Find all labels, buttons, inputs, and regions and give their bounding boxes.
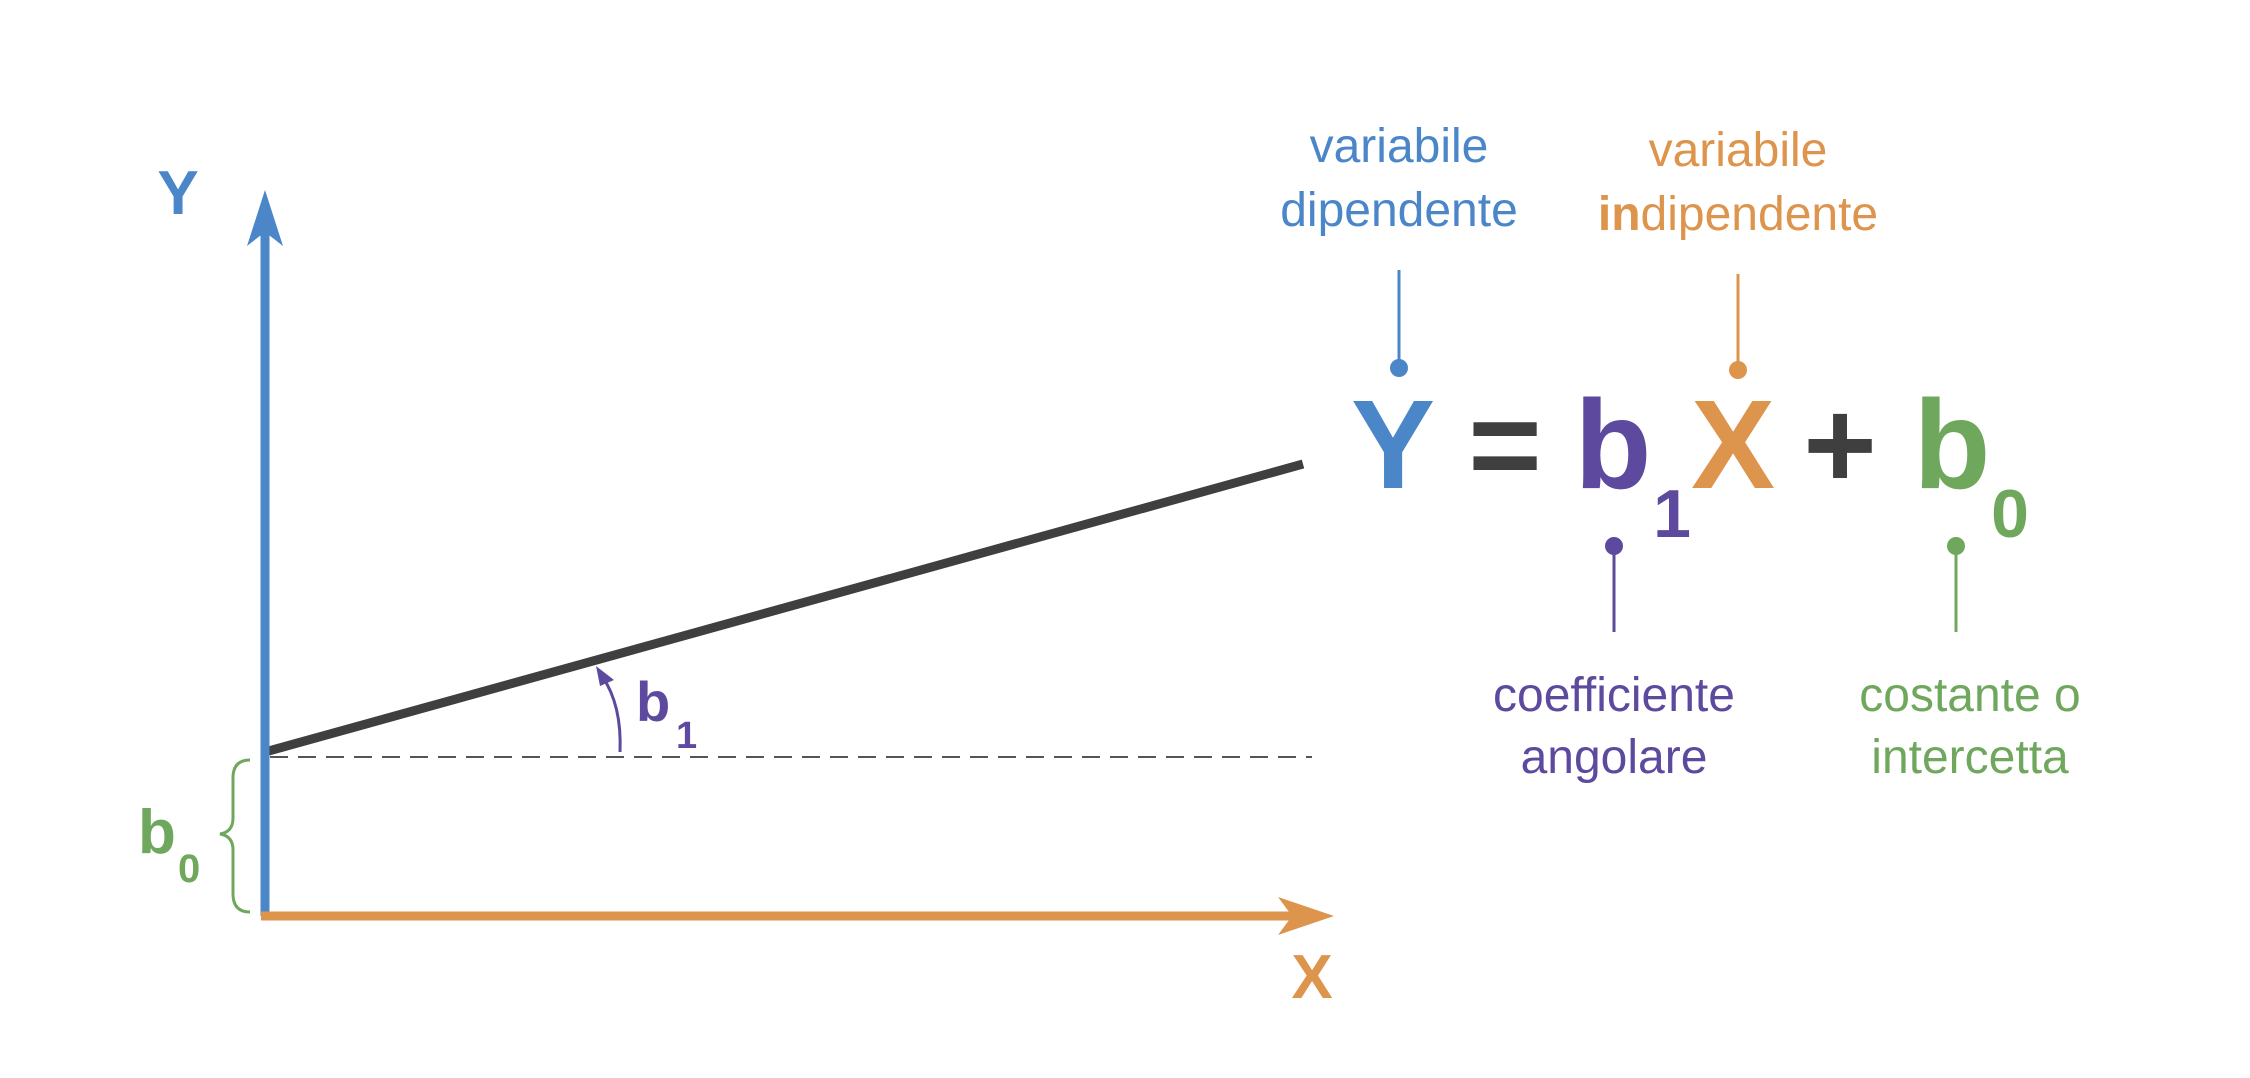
equation-slope-subscript: 1 — [1653, 476, 1691, 552]
intercept-label-line1: costante o — [1859, 669, 2080, 722]
graph-intercept-label: b — [138, 798, 176, 867]
equation-slope-b: b — [1575, 374, 1652, 515]
graph-intercept-subscript: 0 — [178, 847, 200, 891]
regression-line — [265, 464, 1303, 752]
dependent-leader-dot — [1390, 359, 1408, 377]
independent-label-line1: variabile — [1649, 124, 1828, 177]
intercept-brace — [220, 760, 250, 912]
intercept-label-line2: intercetta — [1871, 731, 2069, 784]
equation-intercept-b: b — [1914, 374, 1991, 515]
slope-angle-arc — [602, 676, 620, 752]
equation-x: X — [1691, 374, 1775, 515]
x-axis-label: X — [1291, 943, 1332, 1012]
independent-rest: dipendente — [1641, 188, 1879, 241]
dependent-label-line1: variabile — [1310, 120, 1489, 173]
y-axis-label: Y — [157, 159, 198, 228]
equation-equals: = — [1468, 374, 1542, 515]
independent-leader-dot — [1729, 361, 1747, 379]
independent-label-line2: indipendente — [1598, 188, 1878, 241]
equation-intercept-subscript: 0 — [1991, 476, 2029, 552]
graph-slope-label: b — [636, 670, 670, 733]
equation-plus: + — [1803, 374, 1877, 515]
dependent-label-line2: dipendente — [1280, 184, 1518, 237]
graph-slope-subscript: 1 — [676, 715, 697, 757]
slope-label-line2: angolare — [1521, 731, 1708, 784]
slope-arc-arrowhead — [596, 666, 614, 686]
independent-bold-prefix: in — [1598, 188, 1641, 241]
equation-y: Y — [1351, 374, 1435, 515]
slope-label-line1: coefficiente — [1493, 669, 1735, 722]
